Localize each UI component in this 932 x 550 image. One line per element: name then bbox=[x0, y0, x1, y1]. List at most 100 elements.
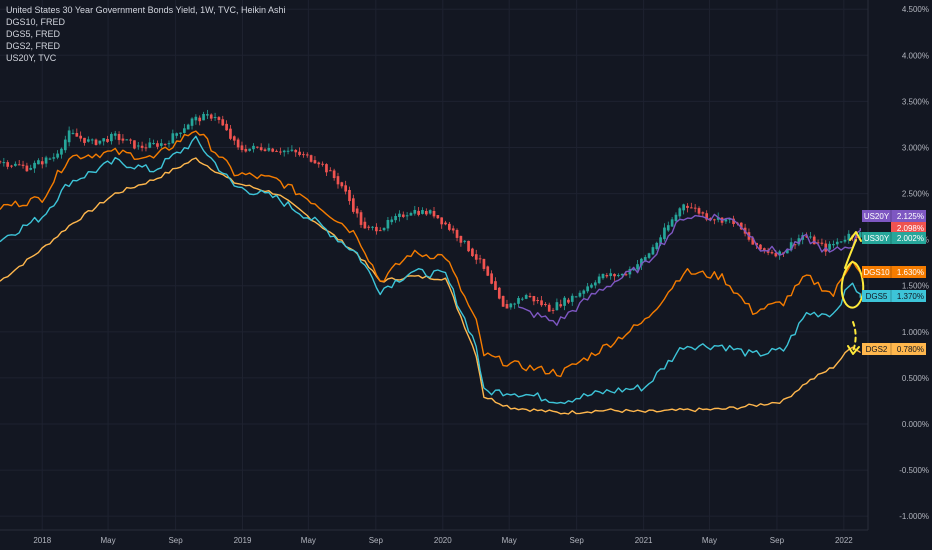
price-axis[interactable]: 4.500%4.000%3.500%3.000%2.500%2.000%1.50… bbox=[867, 0, 929, 530]
heikin-ashi-candle bbox=[159, 143, 163, 146]
heikin-ashi-candle bbox=[213, 116, 217, 118]
heikin-ashi-candle bbox=[409, 213, 413, 216]
heikin-ashi-candle bbox=[570, 295, 574, 302]
heikin-ashi-candle bbox=[432, 211, 436, 217]
heikin-ashi-candle bbox=[424, 210, 428, 215]
heikin-ashi-candle bbox=[183, 128, 186, 133]
annotation-arrow-up bbox=[844, 239, 857, 269]
heikin-ashi-candle bbox=[636, 264, 639, 270]
heikin-ashi-candle bbox=[302, 154, 305, 156]
heikin-ashi-candle bbox=[713, 219, 716, 221]
heikin-ashi-candle bbox=[455, 229, 459, 238]
heikin-ashi-candle bbox=[29, 167, 33, 170]
heikin-ashi-candle bbox=[520, 298, 524, 300]
x-tick-label: May bbox=[101, 536, 116, 545]
series-line-dgs5 bbox=[0, 135, 861, 405]
price-tags: US20Y 2.125% 2.098% US30Y 2.002% DGS10 1.630% D… bbox=[862, 210, 926, 355]
heikin-ashi-candle bbox=[267, 147, 271, 151]
annotation-loop bbox=[840, 260, 865, 309]
legend-item-dgs5[interactable]: DGS5, FRED bbox=[6, 29, 61, 39]
y-tick-label: 4.500% bbox=[902, 5, 929, 14]
heikin-ashi-candle bbox=[778, 251, 782, 256]
heikin-ashi-candle bbox=[140, 145, 144, 148]
heikin-ashi-candle bbox=[298, 151, 301, 155]
price-tag-name: US30Y bbox=[864, 234, 890, 243]
heikin-ashi-candle bbox=[839, 241, 843, 243]
heikin-ashi-candle bbox=[236, 139, 240, 148]
heikin-ashi-candle bbox=[286, 150, 290, 152]
heikin-ashi-candle bbox=[858, 232, 862, 238]
heikin-ashi-candle bbox=[421, 210, 424, 214]
heikin-ashi-candle bbox=[52, 157, 56, 159]
x-tick-label: 2021 bbox=[635, 536, 653, 545]
heikin-ashi-candle bbox=[394, 215, 397, 221]
heikin-ashi-candle bbox=[605, 275, 609, 277]
heikin-ashi-candle bbox=[617, 275, 620, 277]
x-tick-label: Sep bbox=[770, 536, 785, 545]
heikin-ashi-candle bbox=[586, 286, 589, 292]
heikin-ashi-candle bbox=[86, 139, 90, 142]
heikin-ashi-candle bbox=[494, 281, 497, 290]
heikin-ashi-candle bbox=[367, 226, 371, 228]
price-tag-us30y bbox=[862, 232, 926, 244]
heikin-ashi-candle bbox=[252, 145, 255, 150]
x-tick-label: Sep bbox=[369, 536, 384, 545]
heikin-ashi-candle bbox=[632, 269, 636, 271]
heikin-ashi-candle bbox=[2, 162, 6, 164]
legend-main-title[interactable]: United States 30 Year Government Bonds Y… bbox=[6, 5, 286, 15]
heikin-ashi-candle bbox=[563, 297, 566, 306]
heikin-ashi-candle bbox=[355, 208, 359, 214]
heikin-ashi-candle bbox=[371, 226, 374, 228]
heikin-ashi-candle bbox=[805, 236, 808, 238]
heikin-ashi-candle bbox=[313, 160, 317, 164]
legend-item-us20y[interactable]: US20Y, TVC bbox=[6, 53, 57, 63]
x-tick-label: May bbox=[702, 536, 717, 545]
heikin-ashi-candle bbox=[590, 284, 593, 288]
annotation-arrow-down bbox=[852, 321, 857, 352]
heikin-ashi-candle bbox=[17, 164, 21, 166]
legend-item-dgs10[interactable]: DGS10, FRED bbox=[6, 17, 66, 27]
heikin-ashi-candle bbox=[471, 248, 474, 257]
heikin-ashi-candle bbox=[198, 117, 202, 122]
heikin-ashi-candle bbox=[79, 135, 82, 139]
heikin-ashi-candle bbox=[194, 116, 198, 121]
heikin-ashi-candle bbox=[156, 143, 159, 147]
heikin-ashi-candle bbox=[344, 185, 348, 192]
time-axis[interactable]: 2018 May Sep 2019 May Sep 2020 May Sep 2021 May Sep… bbox=[0, 529, 868, 545]
heikin-ashi-candle bbox=[547, 304, 551, 312]
heikin-ashi-candle bbox=[232, 136, 236, 141]
heikin-ashi-candle bbox=[659, 237, 662, 245]
heikin-ashi-candle bbox=[106, 138, 109, 142]
heikin-ashi-candle bbox=[428, 210, 432, 214]
heikin-ashi-candle bbox=[206, 114, 209, 116]
heikin-ashi-candle bbox=[0, 161, 2, 163]
heikin-ashi-candle bbox=[125, 139, 129, 141]
heikin-ashi-candle bbox=[98, 140, 102, 144]
heikin-ashi-candle bbox=[294, 149, 298, 153]
heikin-ashi-candle bbox=[686, 205, 689, 208]
heikin-ashi-candle bbox=[651, 247, 655, 255]
y-tick-label: 0.500% bbox=[902, 374, 929, 383]
heikin-ashi-candle bbox=[163, 143, 167, 145]
heikin-ashi-candle bbox=[832, 244, 835, 246]
y-tick-label: 1.500% bbox=[902, 282, 929, 291]
heikin-ashi-candle bbox=[670, 219, 674, 227]
heikin-ashi-candle bbox=[640, 258, 643, 266]
heikin-ashi-candle bbox=[578, 292, 582, 297]
heikin-ashi-candle bbox=[513, 303, 516, 305]
heikin-ashi-candle bbox=[317, 162, 321, 165]
heikin-ashi-candle bbox=[348, 189, 351, 202]
series-line-dgs2 bbox=[0, 157, 861, 415]
heikin-ashi-candle bbox=[786, 249, 789, 254]
heikin-ashi-candle bbox=[94, 139, 98, 145]
heikin-ashi-candle bbox=[363, 221, 367, 229]
heikin-ashi-candle bbox=[624, 274, 628, 276]
y-tick-label: 3.500% bbox=[902, 97, 929, 106]
heikin-ashi-candle bbox=[828, 243, 831, 250]
heikin-ashi-candle bbox=[751, 237, 755, 245]
legend-item-dgs2[interactable]: DGS2, FRED bbox=[6, 41, 61, 51]
heikin-ashi-candle bbox=[609, 273, 613, 277]
heikin-ashi-candle bbox=[620, 273, 624, 276]
